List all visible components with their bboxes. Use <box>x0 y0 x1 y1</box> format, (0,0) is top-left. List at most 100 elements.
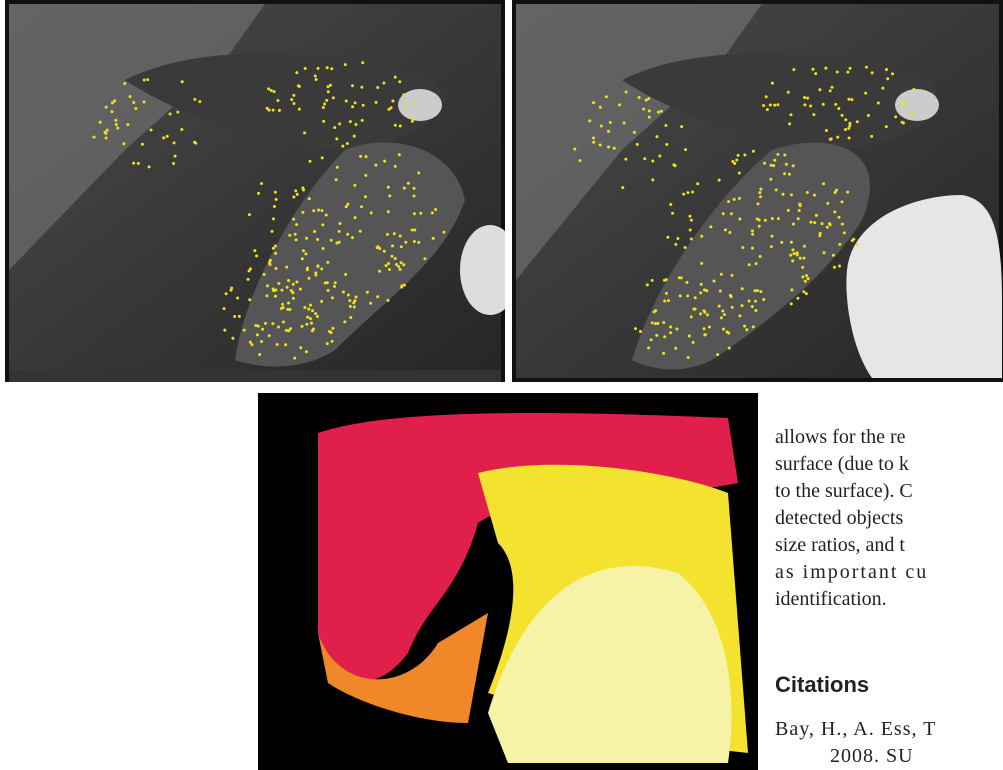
feature-point <box>769 104 772 107</box>
feature-point <box>419 212 422 215</box>
feature-point <box>751 233 754 236</box>
feature-point <box>694 296 697 299</box>
feature-point <box>343 320 346 323</box>
feature-point <box>268 334 271 337</box>
feature-point <box>387 210 390 213</box>
feature-point <box>669 325 672 328</box>
feature-point <box>653 310 656 313</box>
feature-point <box>309 317 312 320</box>
feature-point <box>353 184 356 187</box>
feature-point <box>260 182 263 185</box>
feature-point <box>393 232 396 235</box>
feature-point <box>180 128 183 131</box>
feature-point <box>308 160 311 163</box>
feature-point <box>777 217 780 220</box>
feature-point <box>303 306 306 309</box>
feature-point <box>806 191 809 194</box>
feature-point <box>194 142 197 145</box>
feature-point <box>826 226 829 229</box>
feature-point <box>696 182 699 185</box>
feature-point <box>413 194 416 197</box>
feature-point <box>307 277 310 280</box>
feature-point <box>255 254 258 257</box>
feature-point <box>111 110 114 113</box>
body-line: identification. <box>775 587 887 611</box>
feature-point <box>690 315 693 318</box>
feature-point <box>326 261 329 264</box>
feature-point <box>902 122 905 125</box>
feature-point <box>809 104 812 107</box>
feature-point <box>376 86 379 89</box>
feature-point <box>181 80 184 83</box>
feature-point <box>823 251 826 254</box>
feature-point <box>867 114 870 117</box>
feature-point <box>301 211 304 214</box>
feature-point <box>360 205 363 208</box>
feature-point <box>700 283 703 286</box>
feature-point <box>730 212 733 215</box>
feature-point <box>348 299 351 302</box>
feature-point <box>847 98 850 101</box>
feature-point <box>773 104 776 107</box>
feature-point <box>143 78 146 81</box>
feature-point <box>274 191 277 194</box>
feature-point <box>789 113 792 116</box>
feature-point <box>731 160 734 163</box>
feature-point <box>276 99 279 102</box>
feature-point <box>387 262 390 265</box>
feature-point <box>806 97 809 100</box>
feature-point <box>295 281 298 284</box>
feature-point <box>413 240 416 243</box>
feature-point <box>132 162 135 165</box>
feature-point <box>634 327 637 330</box>
feature-point <box>326 342 329 345</box>
feature-point <box>382 82 385 85</box>
feature-point <box>383 250 386 253</box>
feature-point <box>671 212 674 215</box>
feature-point <box>718 179 721 182</box>
feature-point <box>741 287 744 290</box>
feature-point <box>413 187 416 190</box>
feature-point <box>277 325 280 328</box>
feature-point <box>399 268 402 271</box>
feature-point <box>327 289 330 292</box>
feature-point <box>333 285 336 288</box>
feature-point <box>325 214 328 217</box>
feature-point <box>303 131 306 134</box>
feature-point <box>770 235 773 238</box>
feature-point <box>306 267 309 270</box>
feature-point <box>805 274 808 277</box>
feature-point <box>651 160 654 163</box>
feature-point <box>646 283 649 286</box>
feature-point <box>636 143 639 146</box>
feature-point <box>684 246 687 249</box>
body-line: allows for the re <box>775 425 906 449</box>
feature-point <box>773 159 776 162</box>
feature-point <box>398 80 401 83</box>
feature-point <box>266 107 269 110</box>
feature-point <box>573 148 576 151</box>
feature-point <box>174 155 177 158</box>
feature-point <box>305 323 308 326</box>
feature-point <box>269 263 272 266</box>
feature-point <box>361 61 364 64</box>
feature-point <box>129 95 132 98</box>
feature-point <box>645 99 648 102</box>
feature-point <box>766 108 769 111</box>
feature-point <box>818 234 821 237</box>
feature-point <box>666 236 669 239</box>
feature-point <box>753 289 756 292</box>
feature-point <box>351 84 354 87</box>
feature-point <box>376 295 379 298</box>
feature-point <box>708 326 711 329</box>
feature-point <box>822 182 825 185</box>
feature-point <box>848 124 851 127</box>
feature-point <box>231 337 234 340</box>
feature-point <box>253 249 256 252</box>
feature-point <box>788 122 791 125</box>
feature-point <box>782 193 785 196</box>
feature-point <box>885 68 888 71</box>
feature-point <box>345 100 348 103</box>
feature-point <box>783 172 786 175</box>
feature-point <box>398 153 401 156</box>
